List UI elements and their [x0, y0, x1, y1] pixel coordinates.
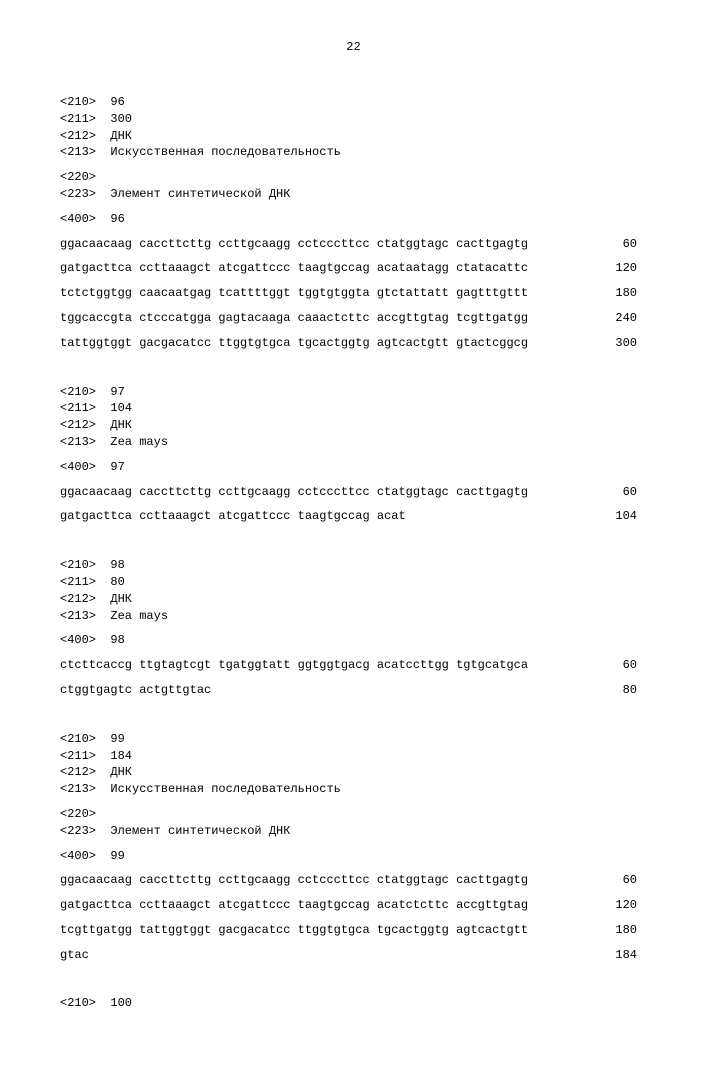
header-line: <213> Искусственная последовательность	[60, 144, 647, 161]
sequence-position: 120	[615, 260, 647, 277]
sequence-text: ctcttcaccg ttgtagtcgt tgatggtatt ggtggtg…	[60, 657, 528, 674]
sequence-text: gatgacttca ccttaaagct atcgattccc taagtgc…	[60, 260, 528, 277]
sequence-line: ggacaacaag caccttcttg ccttgcaagg cctccct…	[60, 484, 647, 501]
sequence-line: ctggtgagtc actgttgtac 80	[60, 682, 647, 699]
origin-line: <400> 96	[60, 211, 647, 228]
header-line: <210> 96	[60, 94, 647, 111]
sequence-text: tcgttgatgg tattggtggt gacgacatcc ttggtgt…	[60, 922, 528, 939]
sequence-position: 300	[615, 335, 647, 352]
sequence-listing-content: <210> 96<211> 300<212> ДНК<213> Искусств…	[60, 94, 647, 1012]
sequence-line: gatgacttca ccttaaagct atcgattccc taagtgc…	[60, 508, 647, 525]
page-number: 22	[60, 40, 647, 54]
origin-line: <400> 98	[60, 632, 647, 649]
sequence-position: 180	[615, 285, 647, 302]
sequence-text: gatgacttca ccttaaagct atcgattccc taagtgc…	[60, 508, 406, 525]
sequence-position: 60	[623, 657, 647, 674]
header-line: <212> ДНК	[60, 128, 647, 145]
header-line: <212> ДНК	[60, 417, 647, 434]
sequence-entry: <210> 98<211> 80<212> ДНК<213> Zea mays <…	[60, 557, 647, 699]
header-line: <211> 104	[60, 400, 647, 417]
header-line: <212> ДНК	[60, 591, 647, 608]
sequence-position: 60	[623, 872, 647, 889]
header-line: <213> Zea mays	[60, 608, 647, 625]
sequence-position: 240	[615, 310, 647, 327]
sequence-text: gtac	[60, 947, 89, 964]
sequence-position: 60	[623, 236, 647, 253]
feature-line: <220>	[60, 169, 647, 186]
origin-line: <400> 97	[60, 459, 647, 476]
header-line: <211> 300	[60, 111, 647, 128]
sequence-line: tattggtggt gacgacatcc ttggtgtgca tgcactg…	[60, 335, 647, 352]
sequence-line: gtac 184	[60, 947, 647, 964]
sequence-entry: <210> 97<211> 104<212> ДНК<213> Zea mays…	[60, 384, 647, 526]
header-line: <211> 184	[60, 748, 647, 765]
sequence-text: ggacaacaag caccttcttg ccttgcaagg cctccct…	[60, 872, 528, 889]
sequence-text: ggacaacaag caccttcttg ccttgcaagg cctccct…	[60, 484, 528, 501]
header-line: <213> Zea mays	[60, 434, 647, 451]
feature-line: <223> Элемент синтетической ДНК	[60, 186, 647, 203]
header-line: <210> 97	[60, 384, 647, 401]
sequence-text: ggacaacaag caccttcttg ccttgcaagg cctccct…	[60, 236, 528, 253]
sequence-position: 120	[615, 897, 647, 914]
feature-line: <223> Элемент синтетической ДНК	[60, 823, 647, 840]
sequence-line: gatgacttca ccttaaagct atcgattccc taagtgc…	[60, 260, 647, 277]
sequence-text: tattggtggt gacgacatcc ttggtgtgca tgcactg…	[60, 335, 528, 352]
header-line: <211> 80	[60, 574, 647, 591]
header-line: <213> Искусственная последовательность	[60, 781, 647, 798]
sequence-entry: <210> 96<211> 300<212> ДНК<213> Искусств…	[60, 94, 647, 352]
sequence-line: tctctggtgg caacaatgag tcattttggt tggtgtg…	[60, 285, 647, 302]
sequence-position: 184	[615, 947, 647, 964]
sequence-position: 60	[623, 484, 647, 501]
sequence-position: 80	[623, 682, 647, 699]
sequence-line: gatgacttca ccttaaagct atcgattccc taagtgc…	[60, 897, 647, 914]
sequence-position: 180	[615, 922, 647, 939]
header-line: <210> 100	[60, 995, 647, 1012]
sequence-line: ggacaacaag caccttcttg ccttgcaagg cctccct…	[60, 872, 647, 889]
sequence-text: tctctggtgg caacaatgag tcattttggt tggtgtg…	[60, 285, 528, 302]
sequence-line: ctcttcaccg ttgtagtcgt tgatggtatt ggtggtg…	[60, 657, 647, 674]
sequence-line: ggacaacaag caccttcttg ccttgcaagg cctccct…	[60, 236, 647, 253]
origin-line: <400> 99	[60, 848, 647, 865]
feature-line: <220>	[60, 806, 647, 823]
header-line: <210> 99	[60, 731, 647, 748]
sequence-text: tggcaccgta ctcccatgga gagtacaaga caaactc…	[60, 310, 528, 327]
sequence-text: ctggtgagtc actgttgtac	[60, 682, 211, 699]
header-line: <212> ДНК	[60, 764, 647, 781]
sequence-position: 104	[615, 508, 647, 525]
sequence-line: tcgttgatgg tattggtggt gacgacatcc ttggtgt…	[60, 922, 647, 939]
sequence-entry: <210> 99<211> 184<212> ДНК<213> Искусств…	[60, 731, 647, 964]
header-line: <210> 98	[60, 557, 647, 574]
sequence-entry: <210> 100	[60, 995, 647, 1012]
sequence-text: gatgacttca ccttaaagct atcgattccc taagtgc…	[60, 897, 528, 914]
sequence-line: tggcaccgta ctcccatgga gagtacaaga caaactc…	[60, 310, 647, 327]
